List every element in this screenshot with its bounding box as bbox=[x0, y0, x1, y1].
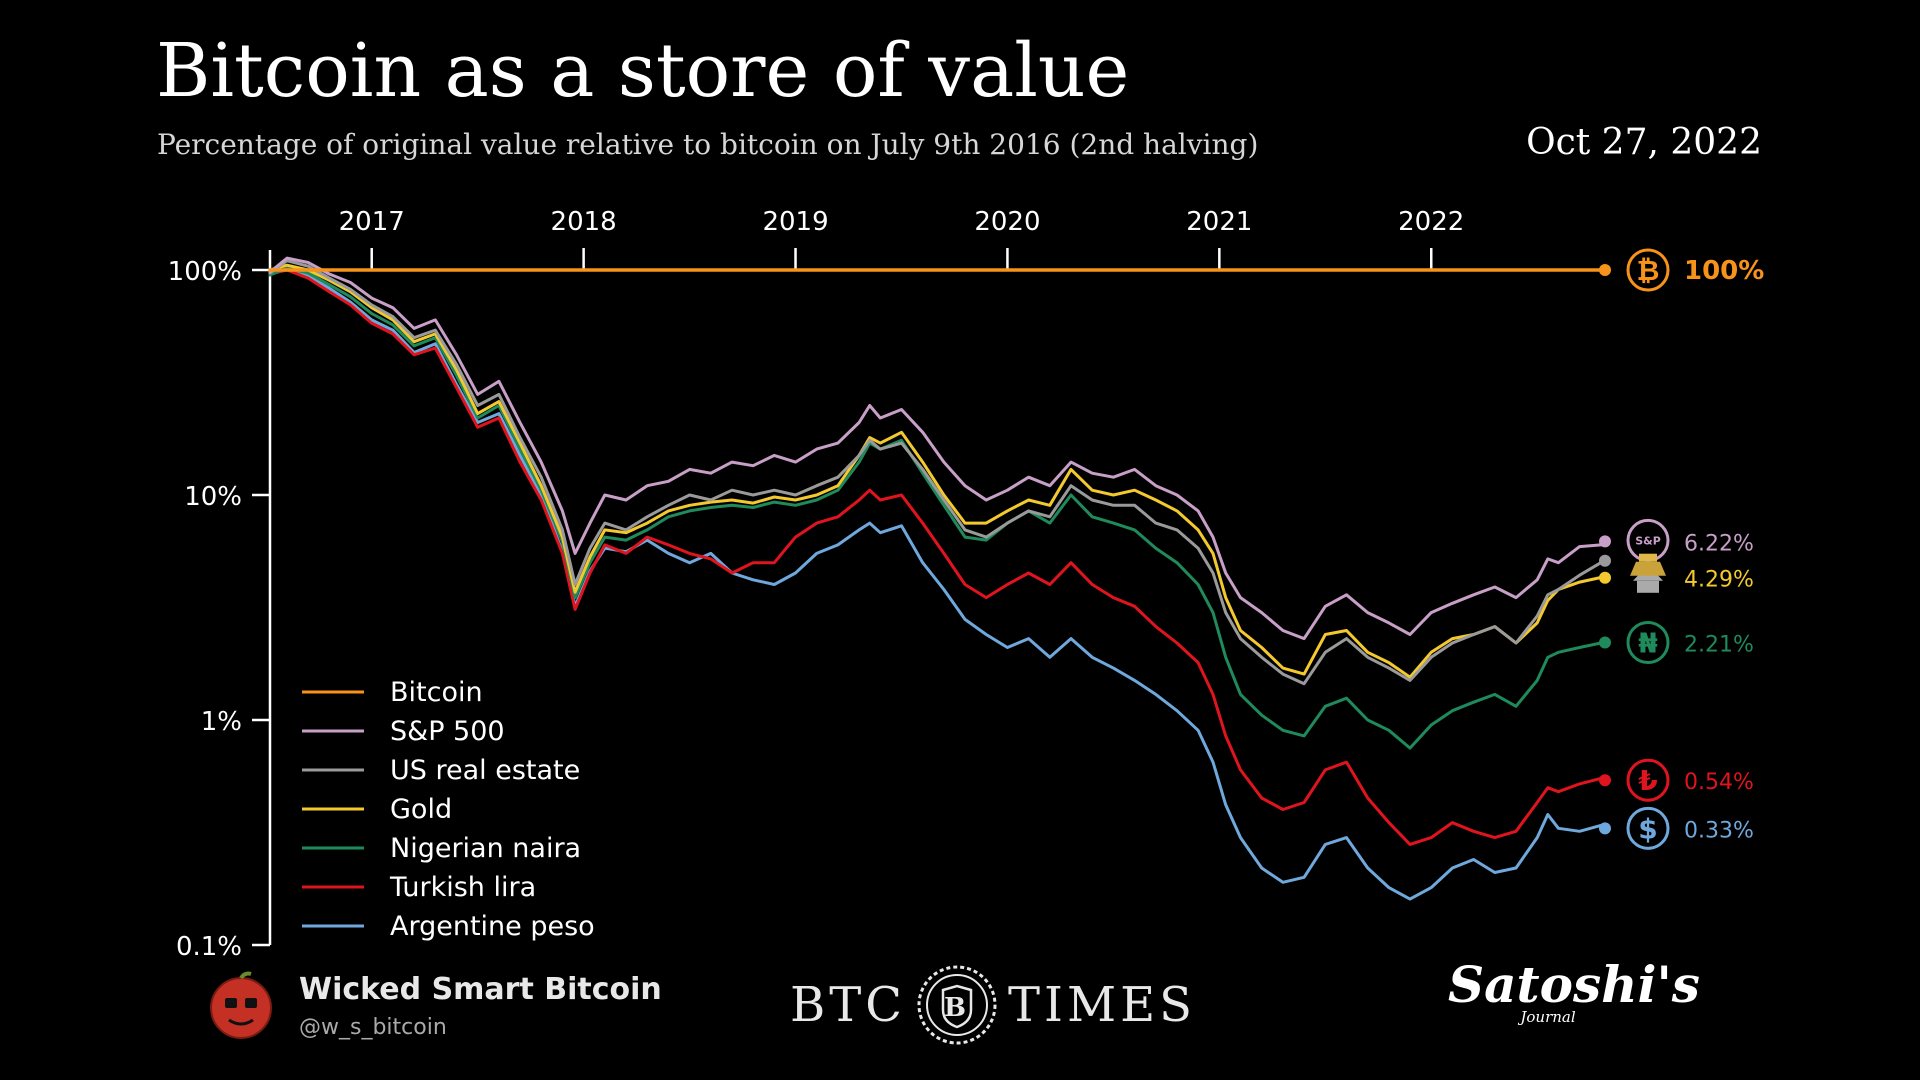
series-end-dot bbox=[1599, 535, 1611, 548]
wicked-smart-bitcoin-brand: Wicked Smart Bitcoin @w_s_bitcoin bbox=[205, 970, 662, 1042]
series-final-label: 100% bbox=[1684, 256, 1764, 286]
series-line-us-real-estate bbox=[268, 259, 1607, 686]
btc-seal-icon: B bbox=[917, 965, 997, 1045]
series-final-label: 0.33% bbox=[1684, 818, 1754, 843]
logo-text-right: TIMES bbox=[1008, 977, 1197, 1033]
journal-sub: Journal bbox=[1520, 1008, 1576, 1026]
chart-end-labels: ₿ 100% S&P 6.22% 4.29% ₦ 2.21% ₺ 0.54% $ 0.33% bbox=[1626, 248, 1764, 850]
page-subtitle: Percentage of original value relative to… bbox=[157, 128, 1259, 161]
brand-handle: @w_s_bitcoin bbox=[299, 1015, 447, 1040]
legend-label: Argentine peso bbox=[390, 911, 595, 942]
svg-text:₦: ₦ bbox=[1638, 627, 1657, 660]
chart-axes: 100% 10% 1% 0.1% 2017 2018 2019 2020 2021 2022 bbox=[168, 207, 1465, 962]
y-tick-label: 100% bbox=[168, 257, 242, 287]
series-end-dot bbox=[1599, 264, 1611, 276]
logo-text-left: BTC bbox=[790, 977, 907, 1033]
x-tick-label: 2019 bbox=[762, 207, 828, 237]
series-end-dot bbox=[1599, 774, 1611, 787]
chart-lines bbox=[268, 256, 1611, 901]
svg-text:₺: ₺ bbox=[1638, 764, 1657, 797]
svg-text:₿: ₿ bbox=[1637, 254, 1660, 287]
x-tick-label: 2021 bbox=[1186, 207, 1252, 237]
x-tick-label: 2022 bbox=[1398, 207, 1464, 237]
dollar-icon: $ bbox=[1626, 806, 1670, 850]
gold-icon bbox=[1630, 553, 1666, 576]
series-final-label: 0.54% bbox=[1684, 770, 1754, 795]
series-end-dot bbox=[1599, 822, 1611, 835]
seal-letter: B bbox=[944, 993, 970, 1023]
naira-icon: ₦ bbox=[1626, 621, 1670, 665]
apple-avatar-icon bbox=[210, 971, 272, 1039]
legend-label: Nigerian naira bbox=[390, 833, 581, 864]
series-line-gold bbox=[268, 263, 1607, 679]
legend-label: US real estate bbox=[390, 755, 580, 786]
journal-name: Satoshi's bbox=[1448, 955, 1700, 1014]
series-end-dot bbox=[1599, 636, 1611, 649]
legend-label: Turkish lira bbox=[389, 872, 536, 903]
series-line-s-p-500 bbox=[268, 256, 1607, 641]
btc-times-logo: BTC B TIMES bbox=[790, 964, 1196, 1046]
x-tick-label: 2020 bbox=[974, 207, 1040, 237]
y-tick-label: 0.1% bbox=[176, 932, 242, 962]
y-tick-label: 10% bbox=[184, 482, 242, 512]
series-line-nigerian-naira bbox=[268, 266, 1607, 750]
satoshis-journal-logo: Satoshi's Journal bbox=[1448, 955, 1700, 1026]
series-line-turkish-lira bbox=[268, 268, 1607, 846]
series-end-dot bbox=[1599, 554, 1611, 567]
legend-label: Bitcoin bbox=[390, 677, 483, 708]
bitcoin-icon: ₿ bbox=[1626, 248, 1670, 292]
x-tick-label: 2017 bbox=[339, 207, 405, 237]
x-tick-label: 2018 bbox=[551, 207, 617, 237]
legend-label: S&P 500 bbox=[390, 716, 505, 747]
svg-text:$: $ bbox=[1638, 812, 1657, 845]
series-end-dot bbox=[1599, 571, 1611, 584]
brand-name: Wicked Smart Bitcoin bbox=[299, 972, 662, 1007]
page-title: Bitcoin as a store of value bbox=[156, 28, 1130, 114]
y-tick-label: 1% bbox=[201, 707, 242, 737]
chart-legend: Bitcoin S&P 500 US real estate Gold Nigerian… bbox=[302, 677, 595, 942]
lira-icon: ₺ bbox=[1626, 758, 1670, 802]
series-final-label: 2.21% bbox=[1684, 633, 1754, 658]
series-final-label: 6.22% bbox=[1684, 531, 1754, 556]
svg-text:S&P: S&P bbox=[1635, 534, 1661, 547]
legend-label: Gold bbox=[390, 794, 452, 825]
date-label: Oct 27, 2022 bbox=[1526, 122, 1762, 163]
series-final-label: 4.29% bbox=[1684, 568, 1754, 593]
series-line-argentine-peso bbox=[268, 267, 1607, 901]
